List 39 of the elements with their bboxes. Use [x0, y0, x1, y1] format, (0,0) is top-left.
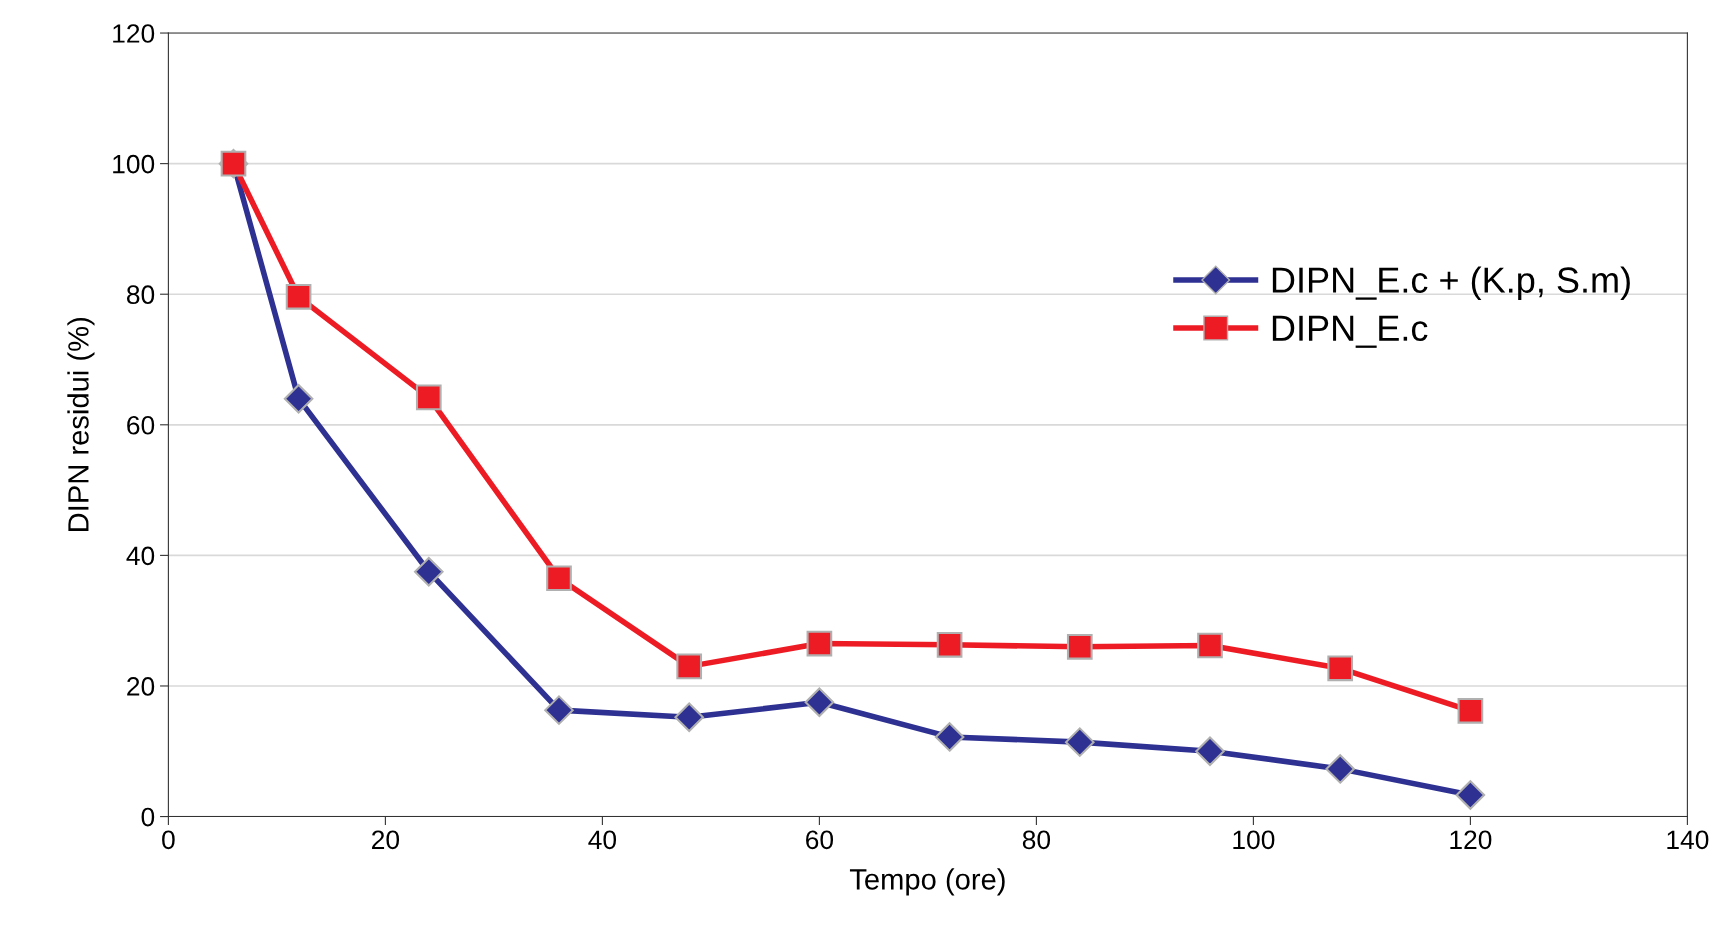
point	[285, 283, 312, 310]
point	[415, 384, 442, 411]
y-tick-label: 40	[126, 546, 155, 566]
point	[1197, 632, 1223, 659]
point	[1455, 780, 1486, 810]
x-tick-label: 80	[1022, 830, 1051, 850]
point	[674, 702, 704, 733]
point	[544, 695, 574, 725]
point	[936, 631, 963, 658]
point	[676, 653, 703, 680]
point	[1457, 697, 1484, 724]
point	[1066, 633, 1093, 660]
point	[804, 687, 835, 718]
point	[414, 556, 444, 587]
y-tick-label: 100	[113, 154, 155, 174]
point	[1325, 754, 1355, 784]
y-tick-label: 120	[113, 24, 155, 43]
point	[546, 565, 572, 592]
x-tick-label: 60	[806, 830, 834, 850]
y-axis-title: DIPN residui (%)	[67, 318, 95, 531]
x-tick-label: 120	[1450, 830, 1492, 850]
point	[934, 722, 965, 752]
x-tick-label: 0	[162, 830, 175, 850]
x-axis-title: Tempo (ore)	[849, 868, 1005, 896]
point	[283, 383, 314, 414]
legend-label: DIPN_E.c	[1272, 315, 1428, 348]
point	[1327, 655, 1354, 682]
x-tick-label: 20	[372, 830, 400, 850]
point	[1195, 736, 1225, 767]
y-tick-label: 20	[127, 677, 155, 696]
point	[806, 630, 833, 657]
y-tick-label: 80	[126, 285, 155, 305]
x-tick-label: 40	[588, 830, 617, 850]
y-tick-label: 60	[127, 415, 155, 435]
legend-label: DIPN_E.c + (K.p, S.m)	[1272, 266, 1630, 301]
x-tick-label: 140	[1667, 830, 1709, 850]
x-tick-label: 100	[1233, 830, 1275, 850]
point	[1065, 727, 1095, 757]
y-tick-label: 0	[141, 807, 155, 827]
